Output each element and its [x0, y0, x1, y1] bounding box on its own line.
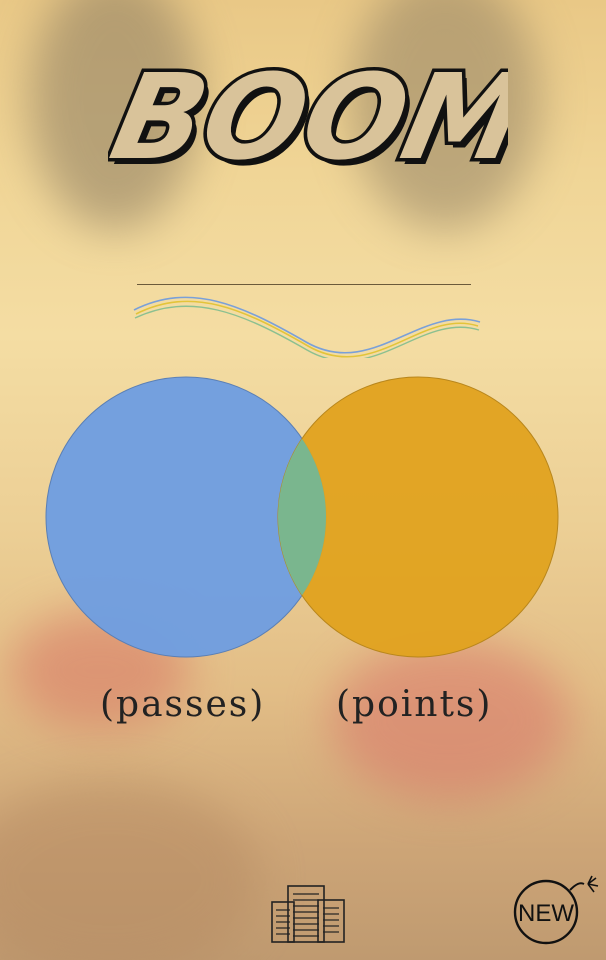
wave-line-yellow — [135, 300, 479, 358]
title-boom: BOOM BOOM — [108, 48, 508, 178]
bomb-icon — [513, 879, 579, 945]
new-badge[interactable]: NEW — [510, 874, 600, 946]
title-shadow: BOOM — [108, 55, 508, 178]
title-divider — [137, 284, 471, 285]
spark-icon — [587, 875, 599, 893]
venn-diagram — [45, 376, 559, 658]
venn-label-passes: (passes) — [100, 684, 266, 725]
bomb-fuse — [569, 882, 585, 891]
bg-shape-right-shoe — [330, 640, 570, 800]
wave-line-blue — [133, 296, 481, 354]
wave-line-green — [134, 305, 480, 358]
venn-label-points: (points) — [336, 684, 493, 725]
bg-shape-right-leg — [350, 0, 540, 230]
buildings-icon — [271, 885, 345, 943]
bg-shape-left-leg — [30, 0, 200, 230]
wave-ornament — [133, 296, 481, 358]
new-badge-text: NEW — [518, 900, 574, 927]
title-text: BOOM — [108, 49, 508, 178]
bg-shape-ground — [0, 780, 260, 960]
